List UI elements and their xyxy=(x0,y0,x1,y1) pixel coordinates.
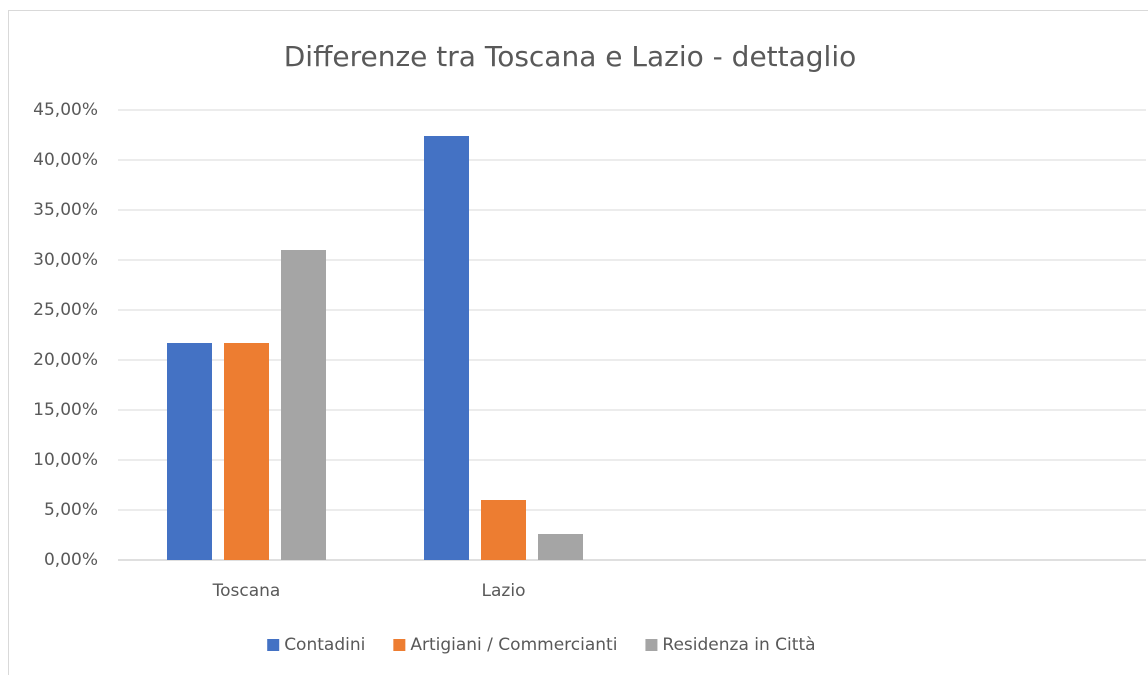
legend-swatch xyxy=(393,639,406,651)
bar xyxy=(224,343,269,560)
y-tick-label: 15,00% xyxy=(33,400,98,420)
legend-swatch xyxy=(645,639,658,651)
y-tick-label: 5,00% xyxy=(44,500,98,520)
y-tick-label: 40,00% xyxy=(33,150,98,170)
y-tick-label: 35,00% xyxy=(33,200,98,220)
legend-label: Residenza in Città xyxy=(662,635,815,655)
chart-title: Differenze tra Toscana e Lazio - dettagl… xyxy=(284,40,857,73)
legend-swatch xyxy=(267,639,280,651)
bar xyxy=(481,500,526,560)
bar xyxy=(281,250,326,560)
bar xyxy=(538,534,583,560)
y-tick-label: 20,00% xyxy=(33,350,98,370)
y-tick-label: 10,00% xyxy=(33,450,98,470)
x-tick-label: Toscana xyxy=(212,581,281,601)
y-tick-label: 30,00% xyxy=(33,250,98,270)
legend-label: Contadini xyxy=(284,635,365,655)
chart-frame xyxy=(8,10,1148,675)
legend-label: Artigiani / Commercianti xyxy=(410,635,617,655)
y-tick-label: 0,00% xyxy=(44,550,98,570)
bar xyxy=(424,136,469,560)
y-tick-label: 25,00% xyxy=(33,300,98,320)
bar xyxy=(167,343,212,560)
y-tick-label: 45,00% xyxy=(33,100,98,120)
x-tick-label: Lazio xyxy=(482,581,526,601)
